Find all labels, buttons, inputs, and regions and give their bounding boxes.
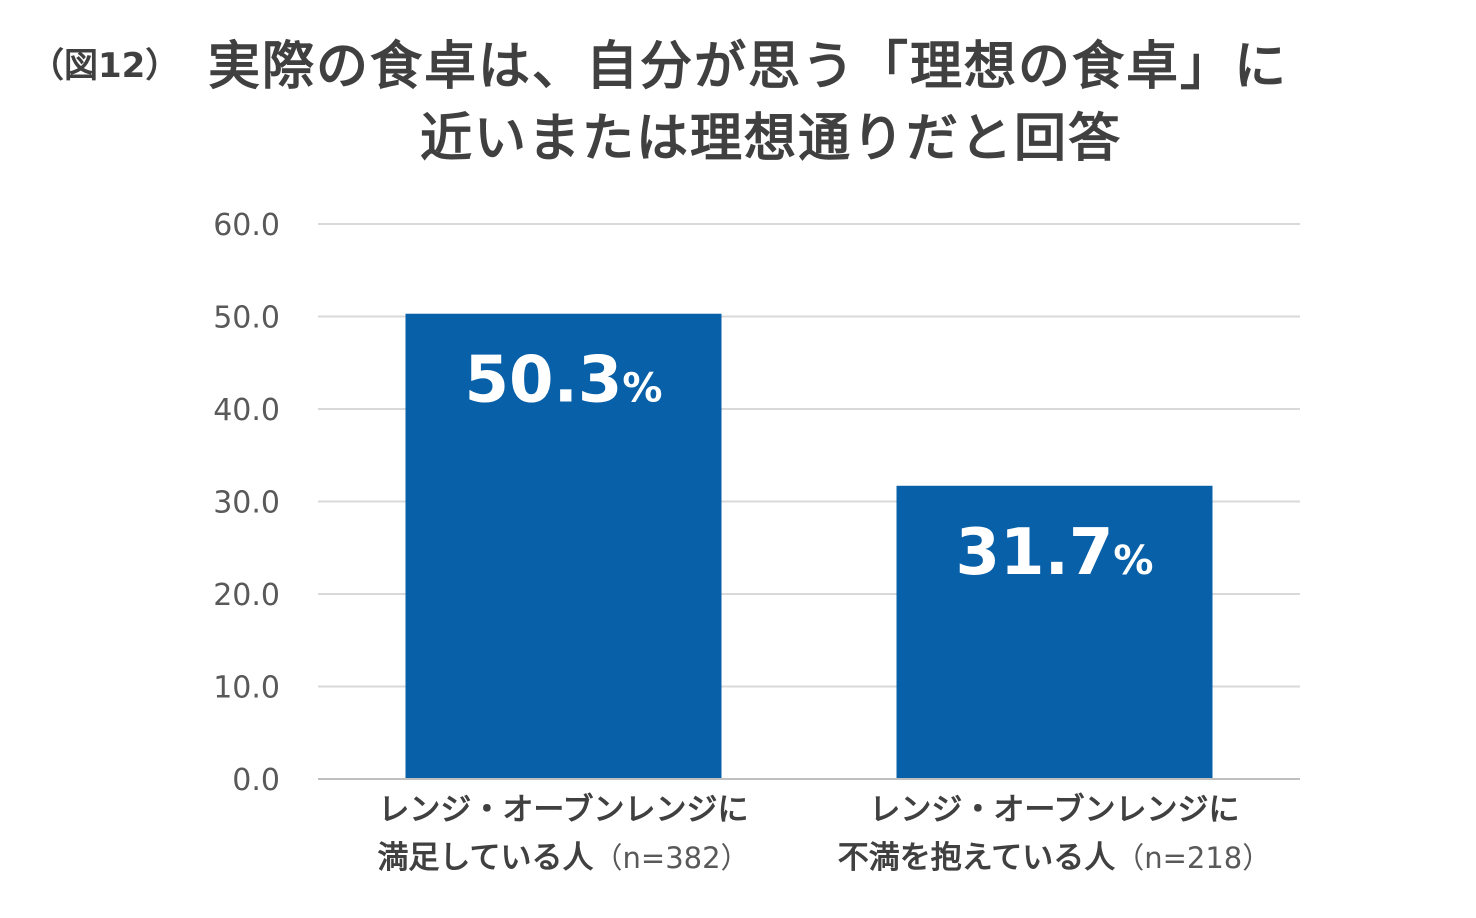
category-sample-size: （n=218） (1115, 841, 1271, 875)
y-tick-label: 20.0 (213, 578, 280, 613)
figure-label: （図12） (30, 46, 180, 86)
data-label: 31.7% (956, 516, 1154, 590)
category-sample-size: （n=382） (594, 841, 750, 875)
data-label-unit: % (1113, 538, 1153, 584)
y-tick-label: 30.0 (213, 486, 280, 521)
data-labels: 50.3%31.7% (465, 344, 1154, 590)
chart-title-block: （図12） 実際の食卓は、自分が思う「理想の食卓」に 近いまたは理想通りだと回答 (0, 18, 1476, 169)
data-label-number: 50.3 (465, 344, 623, 418)
chart-title-line-2: 近いまたは理想通りだと回答 (420, 109, 1123, 169)
category-label-line-2: 不満を抱えている人（n=218） (838, 840, 1271, 876)
category-label-line-1: レンジ・オーブンレンジに (378, 792, 748, 828)
y-tick-label: 40.0 (213, 393, 280, 428)
data-label: 50.3% (465, 344, 663, 418)
bar (896, 485, 1213, 779)
y-axis-tick-labels: 0.0 10.0 20.0 30.0 40.0 50.0 60.0 (213, 208, 280, 798)
data-label-unit: % (622, 366, 662, 412)
bar (405, 313, 722, 779)
category-name: 不満を抱えている人 (838, 840, 1115, 876)
bars (405, 313, 1213, 779)
data-label-number: 31.7 (956, 516, 1114, 590)
y-tick-label: 10.0 (213, 671, 280, 706)
category-label-line-1: レンジ・オーブンレンジに (869, 792, 1239, 828)
category-labels: レンジ・オーブンレンジに満足している人（n=382）レンジ・オーブンレンジに不満… (377, 792, 1271, 876)
chart-title-line-1: 実際の食卓は、自分が思う「理想の食卓」に (208, 37, 1289, 97)
y-tick-label: 0.0 (232, 763, 280, 798)
category-name: 満足している人 (377, 840, 593, 876)
y-tick-label: 50.0 (213, 301, 280, 336)
y-tick-label: 60.0 (213, 208, 280, 243)
category-label-line-2: 満足している人（n=382） (377, 840, 749, 876)
